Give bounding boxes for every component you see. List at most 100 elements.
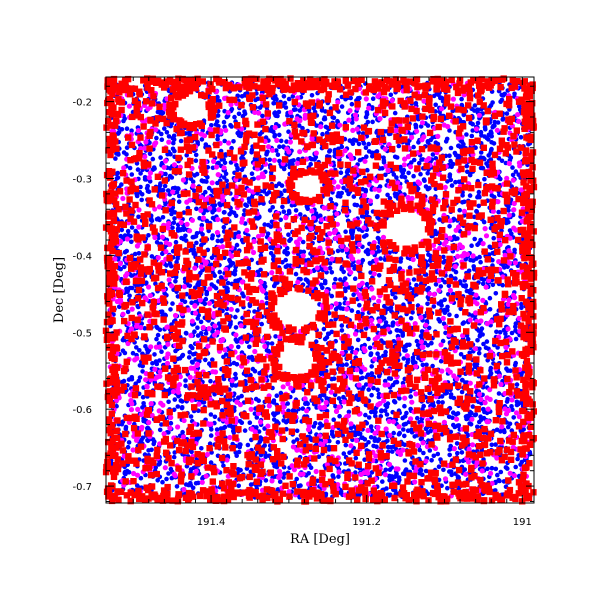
- blue-point: [279, 192, 284, 197]
- blue-point: [268, 245, 273, 250]
- blue-point: [369, 364, 375, 369]
- blue-point: [469, 133, 475, 139]
- blue-point: [404, 343, 409, 349]
- blue-point: [365, 247, 370, 253]
- blue-point: [171, 454, 177, 460]
- blue-point: [293, 208, 299, 213]
- blue-point: [239, 167, 245, 173]
- blue-point: [496, 391, 502, 396]
- blue-point: [456, 143, 461, 149]
- blue-point: [259, 321, 265, 327]
- blue-point: [465, 336, 471, 342]
- blue-point: [356, 141, 362, 147]
- blue-point: [466, 268, 472, 274]
- blue-point: [439, 483, 444, 489]
- blue-point: [147, 151, 153, 157]
- blue-point: [336, 396, 342, 401]
- blue-point: [121, 150, 127, 155]
- blue-point: [160, 215, 166, 220]
- blue-point: [351, 137, 357, 143]
- blue-point: [320, 285, 325, 291]
- blue-point: [460, 193, 465, 198]
- blue-point: [208, 433, 214, 438]
- blue-point: [264, 295, 270, 301]
- blue-point: [187, 350, 192, 355]
- blue-point: [208, 460, 214, 465]
- blue-point: [281, 418, 287, 423]
- blue-point: [505, 368, 511, 373]
- blue-point: [339, 144, 345, 150]
- blue-point: [331, 376, 337, 382]
- blue-point: [333, 276, 338, 282]
- blue-point: [155, 478, 160, 483]
- blue-point: [286, 96, 292, 102]
- blue-point: [125, 444, 131, 450]
- blue-point: [401, 356, 407, 361]
- blue-point: [236, 449, 242, 455]
- blue-point: [280, 204, 285, 210]
- blue-point: [227, 322, 233, 328]
- blue-point: [234, 339, 240, 344]
- blue-point: [487, 244, 493, 250]
- blue-point: [262, 222, 268, 227]
- blue-point: [184, 152, 189, 158]
- blue-point: [339, 328, 345, 333]
- blue-point: [385, 192, 390, 198]
- blue-point: [195, 325, 200, 331]
- blue-point: [172, 148, 177, 154]
- blue-point: [475, 424, 480, 430]
- blue-point: [510, 165, 515, 170]
- blue-point: [164, 476, 169, 482]
- blue-point: [231, 270, 237, 276]
- blue-point: [193, 234, 199, 239]
- blue-point: [366, 440, 371, 445]
- blue-point: [275, 152, 281, 157]
- blue-point: [344, 188, 350, 193]
- blue-point: [382, 378, 388, 384]
- blue-point: [270, 205, 276, 210]
- blue-point: [497, 478, 502, 484]
- blue-point: [162, 126, 167, 131]
- blue-point: [388, 376, 394, 382]
- blue-point: [169, 175, 175, 180]
- blue-point: [414, 282, 419, 288]
- blue-point: [140, 435, 146, 441]
- blue-point: [347, 450, 352, 456]
- blue-point: [168, 307, 173, 312]
- blue-point: [438, 284, 444, 289]
- blue-point: [159, 131, 164, 137]
- blue-point: [321, 392, 327, 398]
- blue-point: [129, 225, 135, 230]
- blue-point: [305, 206, 311, 212]
- blue-point: [433, 282, 439, 287]
- blue-point: [425, 430, 431, 435]
- blue-point: [166, 430, 171, 435]
- blue-point: [489, 193, 495, 198]
- blue-point: [221, 175, 227, 180]
- blue-point: [196, 280, 201, 285]
- blue-point: [168, 151, 173, 157]
- blue-point: [505, 424, 511, 430]
- blue-point: [435, 451, 441, 457]
- blue-point: [285, 250, 291, 256]
- blue-point: [442, 307, 447, 313]
- blue-point: [126, 440, 132, 445]
- blue-point: [510, 212, 516, 218]
- blue-point: [231, 139, 236, 144]
- blue-point: [271, 101, 276, 106]
- blue-point: [410, 310, 415, 315]
- blue-point: [129, 128, 134, 133]
- blue-point: [266, 190, 272, 195]
- blue-point: [159, 422, 164, 427]
- blue-point: [400, 331, 406, 337]
- blue-point: [504, 111, 510, 116]
- blue-point: [383, 349, 388, 355]
- blue-point: [489, 442, 495, 448]
- blue-point: [358, 370, 364, 375]
- blue-point: [171, 133, 177, 139]
- blue-point: [458, 306, 464, 312]
- blue-point: [448, 145, 454, 151]
- blue-point: [463, 284, 468, 289]
- blue-point: [375, 244, 381, 250]
